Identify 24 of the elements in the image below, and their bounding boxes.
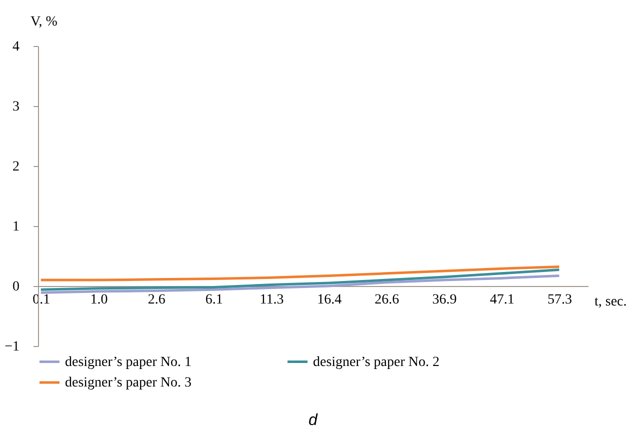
x-tick-label: 36.9 bbox=[432, 292, 457, 308]
y-tick-label: −1 bbox=[4, 340, 20, 354]
x-tick-label: 16.4 bbox=[317, 292, 342, 308]
x-tick-label: 57.3 bbox=[547, 292, 572, 308]
y-axis-title: V, % bbox=[30, 14, 58, 30]
x-tick-label: 2.6 bbox=[148, 292, 166, 308]
legend-label: designer’s paper No. 3 bbox=[65, 376, 192, 390]
x-tick-label: 26.6 bbox=[374, 292, 400, 308]
legend-label: designer’s paper No. 1 bbox=[65, 354, 192, 370]
y-tick-label: 1 bbox=[12, 220, 20, 234]
y-tick-label: 4 bbox=[12, 40, 20, 54]
text: d bbox=[308, 412, 319, 429]
x-tick-label: 6.1 bbox=[205, 292, 223, 308]
line-series bbox=[40, 274, 560, 294]
x-tick-label: 1.0 bbox=[90, 292, 108, 308]
x-axis-title: t, sec. bbox=[594, 294, 627, 310]
legend-label: designer’s paper No. 2 bbox=[313, 354, 440, 370]
x-tick-label: 11.3 bbox=[260, 292, 284, 308]
y-tick-label: 3 bbox=[12, 100, 20, 114]
x-tick-label: 47.1 bbox=[490, 292, 514, 308]
line-series bbox=[40, 266, 560, 282]
line-series bbox=[40, 268, 560, 291]
y-tick-label: 2 bbox=[12, 160, 20, 174]
y-tick-label: 0 bbox=[12, 280, 20, 294]
